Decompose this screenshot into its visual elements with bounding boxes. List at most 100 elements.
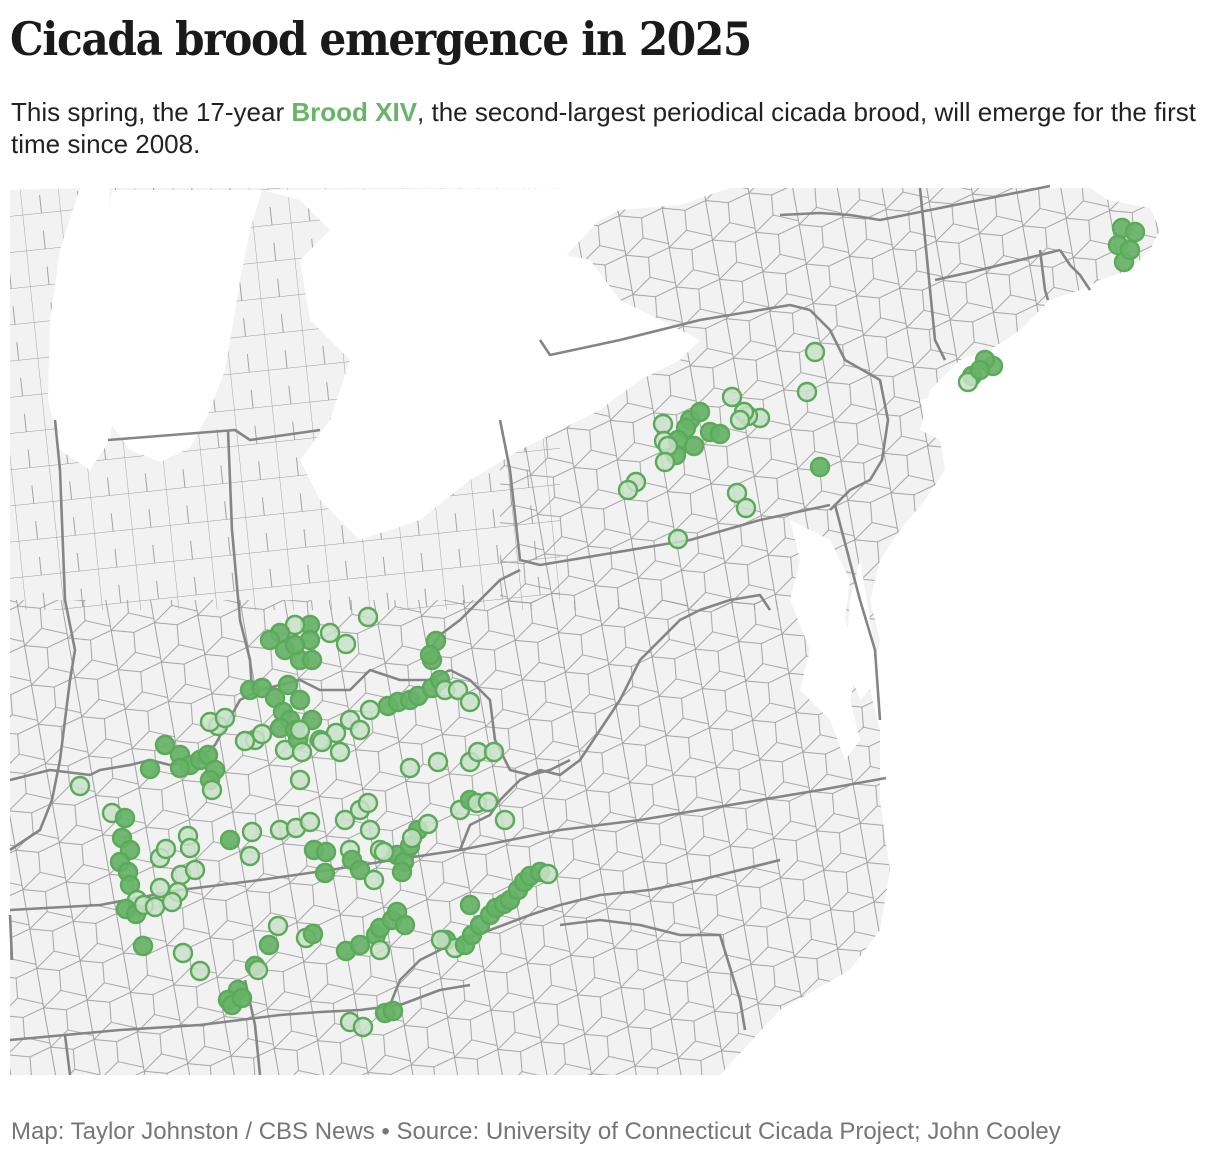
cicada-sighting-dot xyxy=(427,751,449,773)
cicada-sighting-dot xyxy=(299,811,321,833)
cicada-sighting-dot xyxy=(132,935,154,957)
water-layer xyxy=(100,180,1220,1080)
cicada-sighting-dot xyxy=(201,779,223,801)
cicada-sighting-dot xyxy=(315,841,337,863)
cicada-sighting-dot xyxy=(430,929,452,951)
cicada-sighting-dot xyxy=(417,813,439,835)
chart-title: Cicada brood emergence in 2025 xyxy=(10,12,752,66)
cicada-sighting-dot xyxy=(289,689,311,711)
cicada-sighting-dot xyxy=(258,934,280,956)
cicada-sighting-dot xyxy=(359,819,381,841)
cicada-sighting-dot xyxy=(284,634,306,656)
cicada-sighting-dot xyxy=(289,719,311,741)
cicada-sighting-dot xyxy=(154,734,176,756)
cicada-sighting-dot xyxy=(289,769,311,791)
cicada-sighting-dot xyxy=(239,845,261,867)
cicada-sighting-dot xyxy=(459,894,481,916)
cicada-sighting-dot xyxy=(189,960,211,982)
long-island-sound xyxy=(920,356,1050,420)
cicada-sightings-layer xyxy=(69,217,1146,1038)
cicada-sighting-dot xyxy=(349,859,371,881)
cicada-sighting-dot xyxy=(349,719,371,741)
cicada-sighting-dot xyxy=(352,1016,374,1038)
cicada-sighting-dot xyxy=(652,413,674,435)
cicada-sighting-dot xyxy=(394,914,416,936)
cicada-sighting-dot xyxy=(311,731,333,753)
cicada-sighting-dot xyxy=(179,837,201,859)
cicada-sighting-dot xyxy=(172,942,194,964)
delaware-bay xyxy=(845,560,880,700)
cicada-sighting-dot xyxy=(241,821,263,843)
cicada-sighting-dot xyxy=(69,775,91,797)
state-borders xyxy=(8,184,1092,1076)
brood-map xyxy=(8,180,1220,1080)
cicada-sighting-dot xyxy=(483,741,505,763)
cicada-sighting-dot xyxy=(399,757,421,779)
cicada-sighting-dot xyxy=(155,838,177,860)
cicada-sighting-dot xyxy=(726,482,748,504)
cicada-sighting-dot xyxy=(139,758,161,780)
cicada-sighting-dot xyxy=(382,1000,404,1022)
cicada-sighting-dot xyxy=(144,896,166,918)
cicada-sighting-dot xyxy=(314,862,336,884)
cicada-sighting-dot xyxy=(359,699,381,721)
chesapeake-bay xyxy=(790,520,860,760)
cicada-sighting-dot xyxy=(969,359,991,381)
chart-subtitle: This spring, the 17-year Brood XIV, the … xyxy=(11,96,1201,160)
cicada-sighting-dot xyxy=(373,841,395,863)
cicada-sighting-dot xyxy=(735,497,757,519)
cicada-sighting-dot xyxy=(259,629,281,651)
cicada-sighting-dot xyxy=(319,622,341,644)
cicada-sighting-dot xyxy=(459,691,481,713)
cicada-sighting-dot xyxy=(729,409,751,431)
cicada-sighting-dot xyxy=(277,674,299,696)
cicada-sighting-dot xyxy=(114,807,136,829)
cicada-sighting-dot xyxy=(809,456,831,478)
atlantic-ocean xyxy=(720,180,1220,1080)
cicada-sighting-dot xyxy=(709,423,731,445)
cicada-sighting-dot xyxy=(391,861,413,883)
cicada-sighting-dot xyxy=(419,644,441,666)
cicada-sighting-dot xyxy=(184,859,206,881)
cicada-sighting-dot xyxy=(477,791,499,813)
cicada-sighting-dot xyxy=(302,923,324,945)
cicada-sighting-dot xyxy=(329,741,351,763)
cicada-sighting-dot xyxy=(494,809,516,831)
cicada-sighting-dot xyxy=(1124,221,1146,243)
cicada-sighting-dot xyxy=(234,730,256,752)
cicada-sighting-dot xyxy=(291,741,313,763)
cicada-sighting-dot xyxy=(334,809,356,831)
lake-erie-huron xyxy=(262,188,700,540)
cicada-sighting-dot xyxy=(667,528,689,550)
cicada-sighting-dot xyxy=(537,863,559,885)
cicada-sighting-dot xyxy=(357,606,379,628)
cicada-sighting-dot xyxy=(369,939,391,961)
cicada-sighting-dot xyxy=(301,649,323,671)
cicada-sighting-dot xyxy=(654,451,676,473)
cicada-sighting-dot xyxy=(617,479,639,501)
cicada-sighting-dot xyxy=(247,959,269,981)
cicada-sighting-dot xyxy=(267,915,289,937)
cicada-sighting-dot xyxy=(401,827,423,849)
cicada-sighting-dot xyxy=(363,869,385,891)
subtitle-text-pre: This spring, the 17-year xyxy=(11,97,292,127)
cicada-sighting-dot xyxy=(325,722,347,744)
cicada-sighting-dot xyxy=(721,386,743,408)
brood-highlight: Brood XIV xyxy=(291,97,418,127)
subtitle-text-post: , the second-largest periodical cicada b… xyxy=(11,97,1196,159)
cicada-sighting-dot xyxy=(169,757,191,779)
cicada-sighting-dot xyxy=(231,987,253,1009)
lake-michigan-shape xyxy=(100,190,262,462)
cicada-sighting-dot xyxy=(251,723,273,745)
source-credit: Map: Taylor Johnston / CBS News • Source… xyxy=(11,1118,1061,1145)
cicada-sighting-dot xyxy=(796,381,818,403)
cicada-sighting-dot xyxy=(804,341,826,363)
cicada-sighting-dot xyxy=(957,371,979,393)
cicada-sighting-dot xyxy=(689,401,711,423)
cicada-sighting-dot xyxy=(219,829,241,851)
cicada-sighting-dot xyxy=(447,679,469,701)
cicada-sighting-dot xyxy=(335,633,357,655)
cicada-sighting-dot xyxy=(161,891,183,913)
cicada-sighting-dot xyxy=(349,934,371,956)
cicada-sighting-dot xyxy=(1119,239,1141,261)
